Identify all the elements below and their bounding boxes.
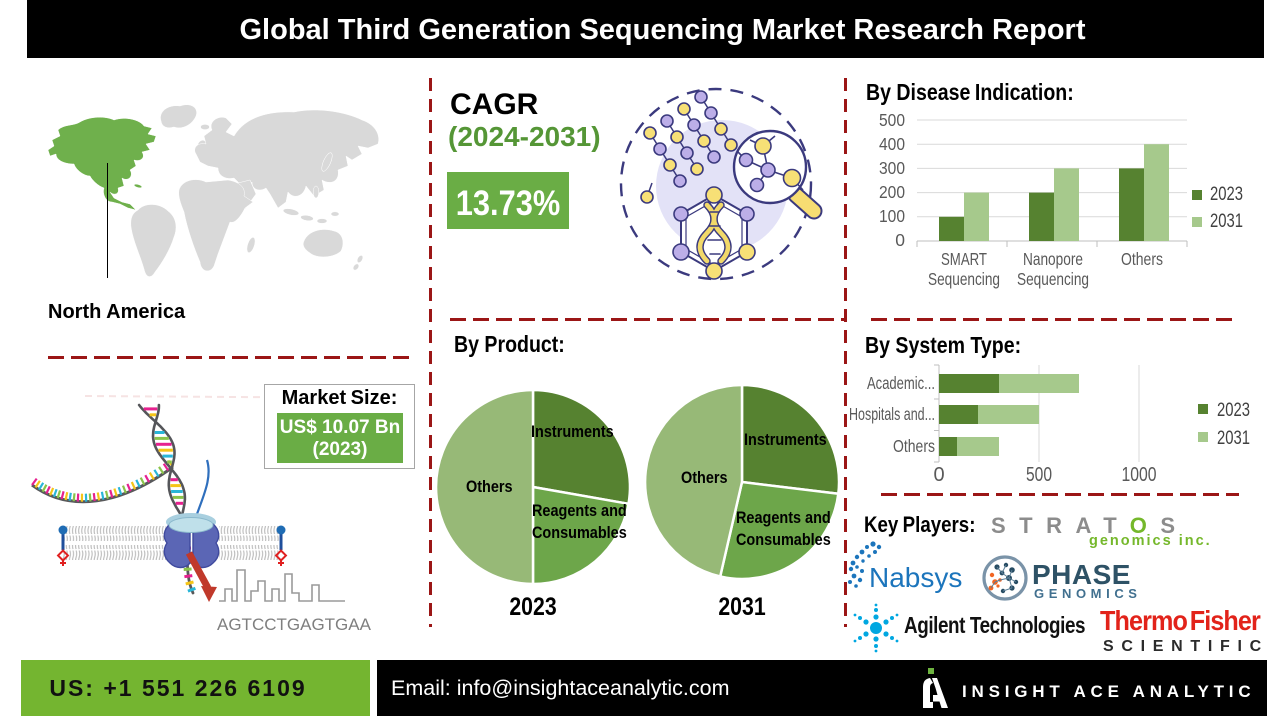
svg-text:1000: 1000 [1122, 464, 1157, 486]
svg-text:Sequencing: Sequencing [1017, 269, 1089, 289]
svg-text:2023: 2023 [1210, 184, 1243, 205]
svg-text:Hospitals and...: Hospitals and... [849, 404, 935, 424]
svg-text:Sequencing: Sequencing [928, 269, 1000, 289]
svg-text:400: 400 [879, 134, 905, 154]
svg-text:300: 300 [879, 158, 905, 178]
svg-text:2031: 2031 [1217, 428, 1250, 449]
svg-text:Others: Others [893, 436, 935, 456]
svg-text:Academic...: Academic... [867, 373, 935, 393]
svg-text:2023: 2023 [1217, 400, 1250, 421]
svg-text:100: 100 [879, 206, 905, 226]
svg-text:500: 500 [879, 110, 905, 130]
svg-text:2031: 2031 [1210, 211, 1243, 232]
svg-text:SMART: SMART [941, 249, 987, 269]
svg-text:0: 0 [933, 464, 944, 486]
svg-text:Nanopore: Nanopore [1023, 249, 1083, 269]
svg-text:0: 0 [895, 230, 905, 250]
svg-text:500: 500 [1026, 464, 1052, 486]
svg-text:200: 200 [879, 182, 905, 202]
svg-text:Others: Others [1121, 249, 1163, 269]
